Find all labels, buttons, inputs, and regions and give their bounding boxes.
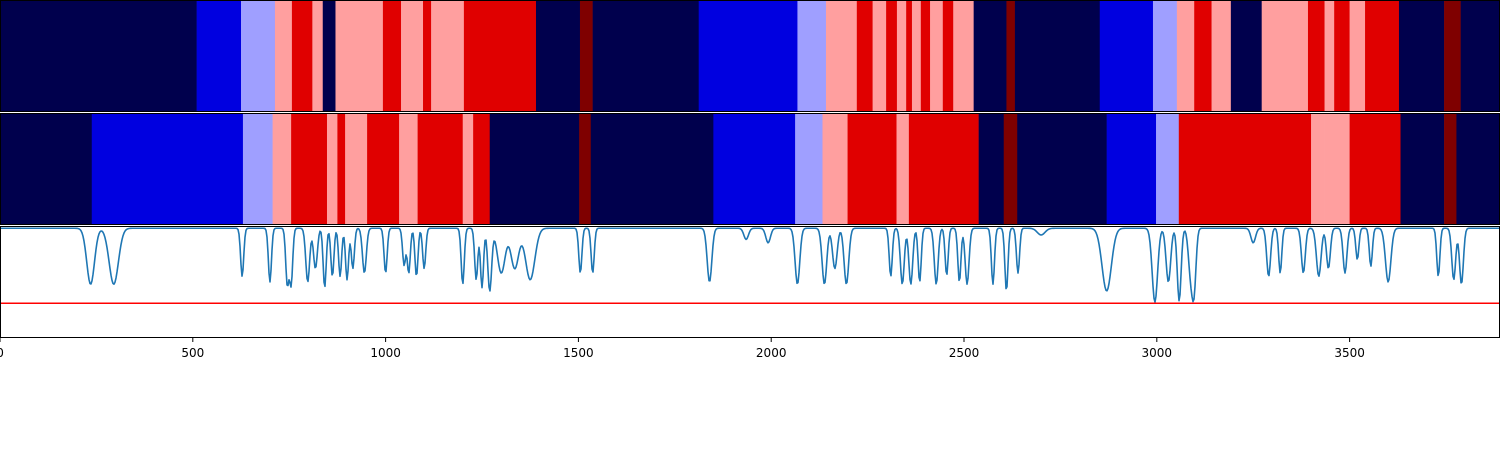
segment-strip-top — [0, 0, 1500, 112]
segment-1 — [91, 113, 116, 225]
segment-20 — [847, 113, 897, 225]
segment-33 — [1400, 113, 1445, 225]
segment-3 — [242, 113, 273, 225]
x-tick-label-2500: 2500 — [949, 346, 980, 360]
segment-7 — [335, 0, 384, 112]
segment-25 — [1017, 113, 1107, 225]
segment-32 — [1099, 0, 1154, 112]
segment-20 — [872, 0, 887, 112]
signal-series-line — [0, 227, 1500, 303]
segment-8 — [345, 113, 368, 225]
x-tick-label-3000: 3000 — [1142, 346, 1173, 360]
segment-16 — [590, 113, 714, 225]
segment-8 — [382, 0, 402, 112]
segment-22 — [908, 113, 979, 225]
segment-12 — [462, 113, 474, 225]
segment-19 — [822, 113, 848, 225]
segment-14 — [489, 113, 580, 225]
segment-15 — [592, 0, 700, 112]
segment-28 — [1178, 113, 1194, 225]
segment-18 — [825, 0, 858, 112]
segment-9 — [367, 113, 400, 225]
segment-2 — [241, 0, 276, 112]
segment-31 — [1324, 113, 1350, 225]
segment-5 — [312, 0, 324, 112]
segment-15 — [579, 113, 592, 225]
segment-21 — [886, 0, 898, 112]
x-tick-label-1500: 1500 — [563, 346, 594, 360]
segment-33 — [1152, 0, 1178, 112]
segment-26 — [930, 0, 944, 112]
segment-2 — [114, 113, 244, 225]
segment-25 — [920, 0, 931, 112]
segment-0 — [0, 113, 93, 225]
segment-35 — [1194, 0, 1212, 112]
segment-30 — [1006, 0, 1016, 112]
segment-3 — [274, 0, 293, 112]
segment-37 — [1230, 0, 1262, 112]
segment-19 — [856, 0, 873, 112]
segment-10 — [423, 0, 432, 112]
segment-6 — [322, 0, 336, 112]
segment-10 — [399, 113, 418, 225]
segment-41 — [1334, 0, 1350, 112]
segment-11 — [417, 113, 464, 225]
signal-line-panel — [0, 226, 1500, 338]
segment-31 — [1014, 0, 1101, 112]
segment-17 — [713, 113, 796, 225]
segment-27 — [942, 0, 954, 112]
segment-43 — [1365, 0, 1400, 112]
segment-11 — [431, 0, 465, 112]
segment-40 — [1324, 0, 1335, 112]
x-tick-label-2000: 2000 — [756, 346, 787, 360]
segment-38 — [1261, 0, 1309, 112]
segment-0 — [0, 0, 197, 112]
segment-36 — [1211, 0, 1232, 112]
segment-22 — [896, 0, 907, 112]
segment-13 — [535, 0, 581, 112]
segment-29 — [1193, 113, 1312, 225]
segment-46 — [1460, 0, 1500, 112]
x-tick-label-3500: 3500 — [1334, 346, 1365, 360]
segment-12 — [463, 0, 537, 112]
segment-4 — [272, 113, 292, 225]
x-tick-label-0: 0 — [0, 346, 4, 360]
segment-5 — [291, 113, 328, 225]
segment-18 — [795, 113, 823, 225]
segment-35 — [1456, 113, 1500, 225]
x-tick-label-1000: 1000 — [370, 346, 401, 360]
segment-1 — [196, 0, 242, 112]
x-axis: 0 500 1000 1500 2000 2500 3000 3500 — [0, 338, 1365, 360]
segment-28 — [953, 0, 974, 112]
segment-39 — [1307, 0, 1325, 112]
segment-42 — [1349, 0, 1366, 112]
segment-6 — [326, 113, 338, 225]
segment-13 — [473, 113, 491, 225]
segment-32 — [1349, 113, 1401, 225]
segment-23 — [978, 113, 1005, 225]
segment-16 — [698, 0, 798, 112]
segment-4 — [291, 0, 313, 112]
segment-30 — [1311, 113, 1325, 225]
segment-17 — [797, 0, 827, 112]
segment-45 — [1444, 0, 1461, 112]
x-tick-label-500: 500 — [181, 346, 204, 360]
segment-44 — [1398, 0, 1445, 112]
segment-34 — [1444, 113, 1457, 225]
segment-23 — [906, 0, 913, 112]
segment-29 — [973, 0, 1007, 112]
segment-24 — [911, 0, 922, 112]
segment-34 — [1176, 0, 1195, 112]
segment-strip-middle — [0, 113, 1500, 225]
segment-26 — [1106, 113, 1157, 225]
segment-24 — [1003, 113, 1018, 225]
segment-14 — [579, 0, 593, 112]
segment-21 — [896, 113, 910, 225]
plot-area — [0, 226, 1500, 338]
segment-7 — [337, 113, 346, 225]
segment-9 — [401, 0, 424, 112]
segment-27 — [1156, 113, 1180, 225]
